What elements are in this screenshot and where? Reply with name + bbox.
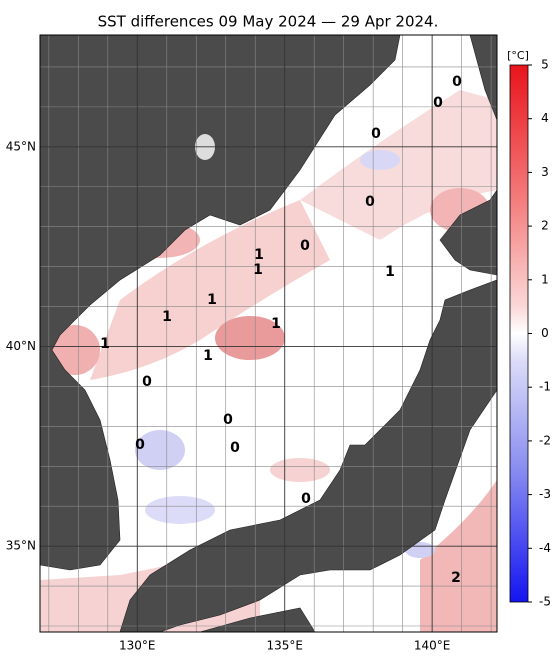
contour-label: 1: [254, 247, 264, 263]
contour-label: 0: [135, 437, 145, 453]
colorbar: [509, 64, 529, 603]
colorbar-tick-label: -3: [539, 487, 551, 501]
hokkaido: [439, 189, 497, 276]
sakhalin: [469, 35, 497, 121]
contour-label: 0: [365, 194, 375, 210]
colorbar-tick-label: 1: [541, 272, 549, 286]
contour-label: 0: [452, 74, 462, 90]
map-frame: [39, 34, 498, 633]
contour-label: 0: [433, 95, 443, 111]
contour-label: 1: [385, 264, 395, 280]
colorbar-tick-label: 0: [541, 326, 549, 340]
contour-label: 1: [207, 292, 217, 308]
contour-label: 1: [271, 316, 281, 332]
x-tick-label: 130°E: [119, 639, 156, 653]
axes: 130°E 135°E 140°E 35°N 40°N 45°N 5 4 3 2 1 0 -1 -2 -3 -…: [6, 58, 551, 653]
colorbar-tick-label: -4: [539, 541, 551, 555]
asian-mainland: [40, 35, 401, 571]
contour-label: 2: [451, 570, 461, 586]
contour-label: 0: [371, 126, 381, 142]
contour-label: 0: [230, 440, 240, 456]
colorbar-tick-label: 2: [541, 219, 549, 233]
colorbar-tick-label: -1: [539, 380, 551, 394]
colorbar-tick-label: 3: [541, 165, 549, 179]
colorbar-tick-label: -2: [539, 433, 551, 447]
graticule: [40, 35, 497, 632]
contour-label: 0: [300, 238, 310, 254]
colorbar-unit: [°C]: [507, 49, 529, 62]
colorbar-tick-label: -5: [539, 595, 551, 609]
contour-label: 1: [162, 309, 172, 325]
contour-label: 1: [253, 262, 263, 278]
contour-label: 1: [203, 348, 213, 364]
y-tick-label: 35°N: [6, 539, 36, 553]
colorbar-tick-label: 4: [541, 111, 549, 125]
contour-label: 0: [223, 412, 233, 428]
contour-label: 0: [142, 374, 152, 390]
colorbar-tick-label: 5: [541, 58, 549, 72]
contour-label: 1: [100, 336, 110, 352]
y-tick-label: 40°N: [6, 339, 36, 353]
y-tick-label: 45°N: [6, 139, 36, 153]
title: SST differences 09 May 2024 — 29 Apr 202…: [98, 13, 439, 31]
contour-label: 0: [301, 491, 311, 507]
x-tick-label: 135°E: [266, 639, 303, 653]
x-tick-label: 140°E: [414, 639, 451, 653]
